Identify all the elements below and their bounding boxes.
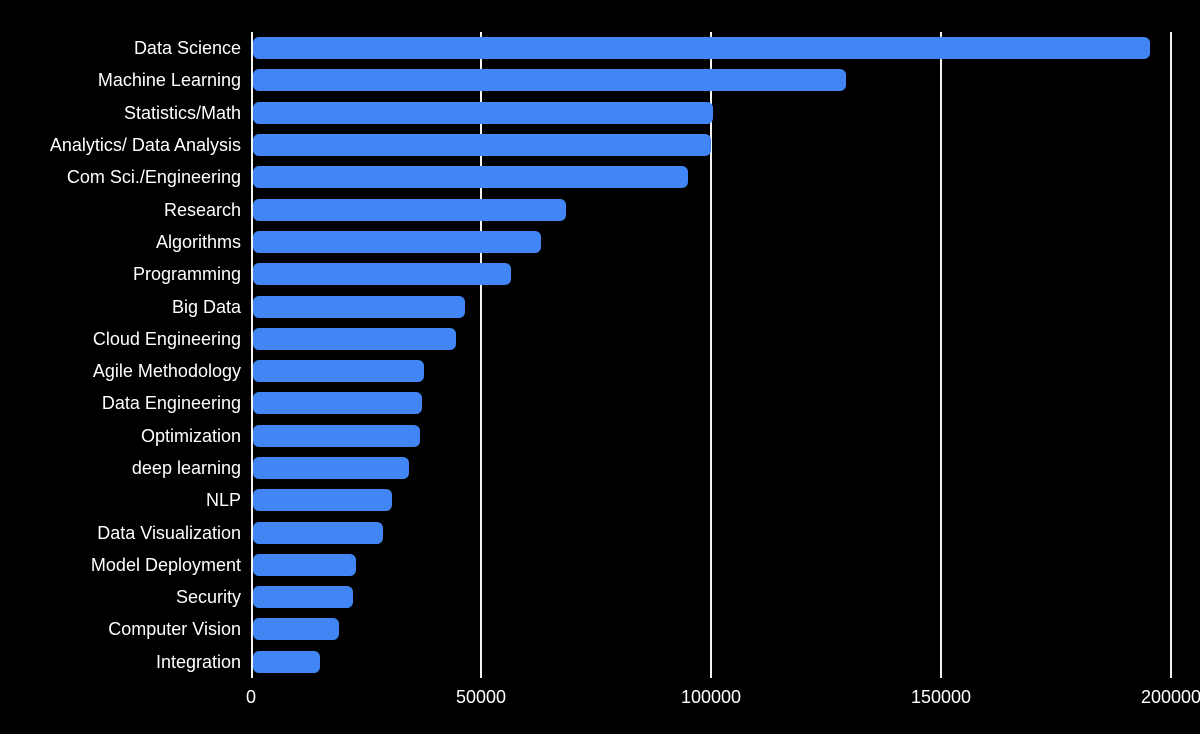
label-row: Com Sci./Engineering: [0, 161, 241, 193]
x-tick-label: 200000: [1140, 687, 1200, 707]
label-row: Programming: [0, 258, 241, 290]
bar-row: [251, 646, 1171, 678]
x-tick-label: 50000: [455, 687, 507, 707]
x-tick-label: 150000: [910, 687, 972, 707]
bar: [253, 618, 340, 641]
category-label: Analytics/ Data Analysis: [49, 135, 241, 156]
gridline: [710, 32, 712, 678]
bar: [253, 553, 357, 576]
bar-row: [251, 323, 1171, 355]
bars: [251, 32, 1171, 678]
label-row: deep learning: [0, 452, 241, 484]
x-tick-label: 100000: [680, 687, 742, 707]
category-label: Cloud Engineering: [92, 328, 241, 349]
bar-row: [251, 484, 1171, 516]
bar-row: [251, 258, 1171, 290]
bar: [253, 166, 688, 189]
category-label: Optimization: [140, 425, 241, 446]
bar-row: [251, 516, 1171, 548]
x-axis: 0 50000 100000 150000 200000: [0, 684, 1200, 710]
bar: [253, 424, 420, 447]
category-label: Com Sci./Engineering: [66, 167, 241, 188]
category-label: Data Engineering: [101, 393, 241, 414]
bar: [253, 69, 847, 92]
bar: [253, 37, 1150, 60]
bar: [253, 230, 541, 253]
category-label: Programming: [132, 264, 241, 285]
label-row: Statistics/Math: [0, 97, 241, 129]
label-row: Data Science: [0, 32, 241, 64]
category-label: Big Data: [171, 296, 241, 317]
bar-row: [251, 355, 1171, 387]
label-row: Model Deployment: [0, 549, 241, 581]
bar: [253, 198, 566, 221]
gridline: [480, 32, 482, 678]
category-label: Integration: [155, 651, 241, 672]
category-label: Statistics/Math: [123, 102, 241, 123]
bar-row: [251, 129, 1171, 161]
bar: [253, 263, 511, 286]
category-label: Data Visualization: [97, 522, 241, 543]
bar-row: [251, 290, 1171, 322]
label-row: Agile Methodology: [0, 355, 241, 387]
category-label: Data Science: [133, 38, 241, 59]
plot-area: [251, 32, 1172, 678]
bar: [253, 392, 423, 415]
bar: [253, 101, 713, 124]
bar-row: [251, 32, 1171, 64]
bar-row: [251, 549, 1171, 581]
category-label: Machine Learning: [97, 70, 241, 91]
bar: [253, 327, 457, 350]
bar: [253, 360, 425, 383]
bar-row: [251, 226, 1171, 258]
label-row: Machine Learning: [0, 64, 241, 96]
category-label: Security: [175, 587, 241, 608]
label-row: Data Visualization: [0, 516, 241, 548]
label-row: Big Data: [0, 290, 241, 322]
bar-row: [251, 161, 1171, 193]
label-row: Data Engineering: [0, 387, 241, 419]
bar: [253, 586, 354, 609]
bar: [253, 521, 384, 544]
bar: [253, 457, 410, 479]
label-row: Computer Vision: [0, 613, 241, 645]
bar-row: [251, 581, 1171, 613]
category-labels: Data Science Machine Learning Statistics/M…: [0, 32, 241, 678]
bar-row: [251, 387, 1171, 419]
category-label: Agile Methodology: [92, 361, 241, 382]
gridline: [251, 32, 253, 678]
bar-row: [251, 613, 1171, 645]
label-row: Optimization: [0, 420, 241, 452]
bar: [253, 489, 392, 512]
category-label: Algorithms: [155, 231, 241, 252]
bar: [253, 134, 711, 157]
x-tick-label: 0: [245, 687, 257, 707]
bar-row: [251, 64, 1171, 96]
bar-row: [251, 193, 1171, 225]
bar-row: [251, 420, 1171, 452]
bar-row: [251, 97, 1171, 129]
category-label: Research: [163, 199, 241, 220]
gridline: [940, 32, 942, 678]
label-row: NLP: [0, 484, 241, 516]
label-row: Security: [0, 581, 241, 613]
label-row: Research: [0, 193, 241, 225]
gridline: [1170, 32, 1172, 678]
bar-row: [251, 452, 1171, 484]
category-label: deep learning: [131, 458, 241, 478]
label-row: Cloud Engineering: [0, 323, 241, 355]
category-label: Computer Vision: [108, 619, 241, 640]
label-row: Algorithms: [0, 226, 241, 258]
label-row: Analytics/ Data Analysis: [0, 129, 241, 161]
category-label: NLP: [205, 490, 241, 511]
bar: [253, 650, 321, 673]
bar: [253, 295, 465, 318]
label-row: Integration: [0, 646, 241, 678]
category-label: Model Deployment: [90, 554, 241, 575]
